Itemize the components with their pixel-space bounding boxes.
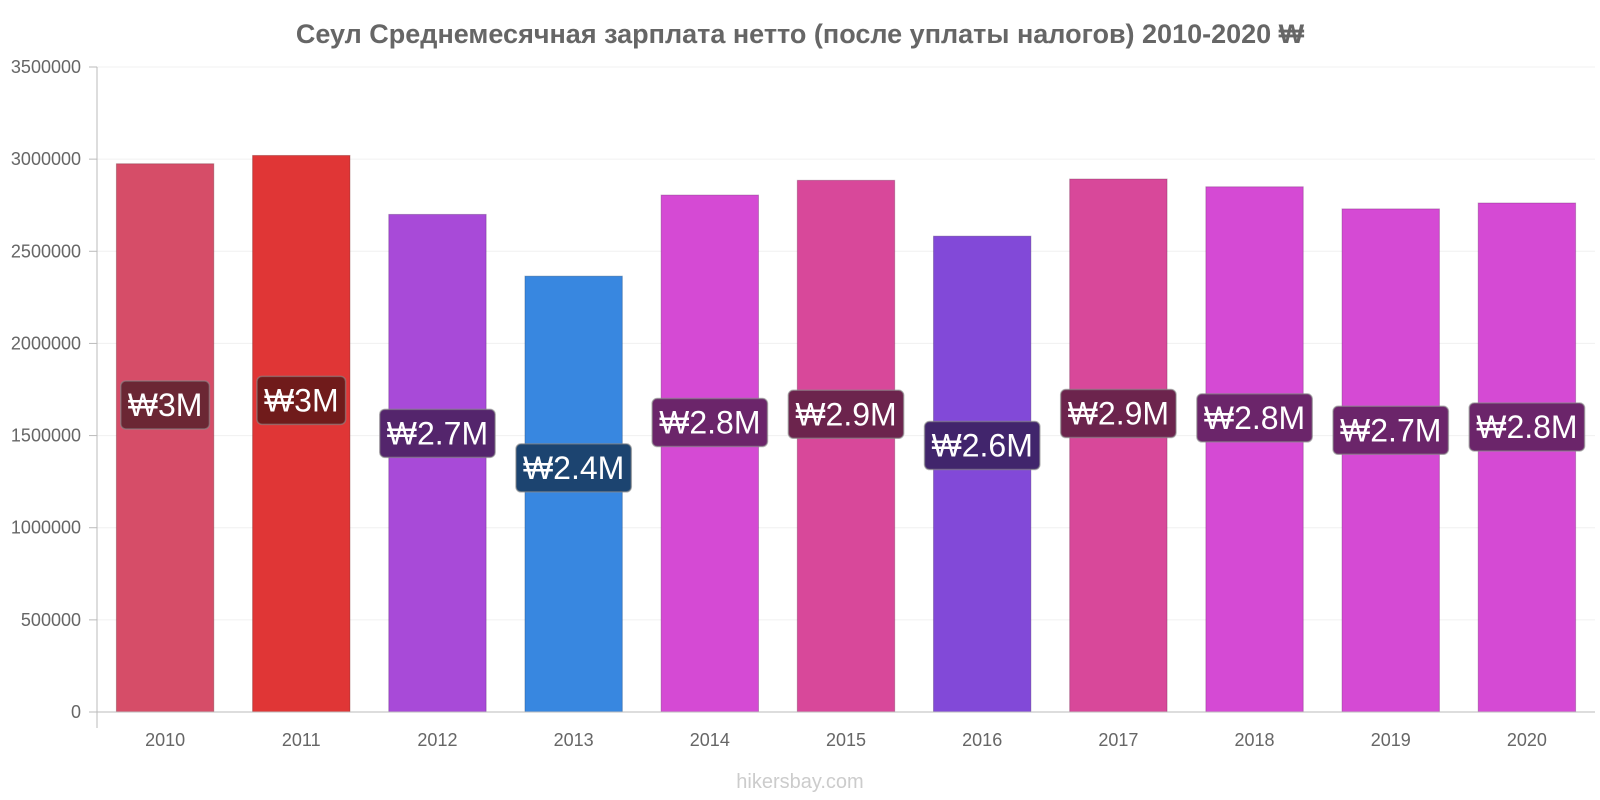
y-tick-label: 1000000 (11, 518, 81, 538)
y-tick-label: 500000 (21, 610, 81, 630)
y-tick-label: 1500000 (11, 426, 81, 446)
bars (115, 154, 1577, 713)
bar-2019 (1341, 208, 1440, 713)
y-tick-label: 2500000 (11, 241, 81, 261)
data-label-text: ₩2.8M (659, 405, 760, 441)
data-label-background (120, 380, 211, 430)
data-label-text: ₩2.6M (932, 428, 1033, 464)
data-label-text: ₩2.9M (1068, 396, 1169, 432)
y-tick-label: 3500000 (11, 57, 81, 77)
bar-2011 (252, 154, 351, 713)
data-label-2020: ₩2.8M (1468, 402, 1586, 452)
y-tick-label: 2000000 (11, 333, 81, 353)
data-label-background (1332, 405, 1450, 456)
data-label-2016: ₩2.6M (923, 420, 1041, 471)
x-tick-label: 2013 (554, 730, 594, 750)
bar-2017 (1069, 178, 1168, 713)
data-label-background (379, 408, 496, 459)
data-label-text: ₩2.7M (1340, 412, 1441, 448)
x-tick-label: 2017 (1098, 730, 1138, 750)
data-label-text: ₩2.4M (523, 450, 624, 486)
x-tick-label: 2020 (1507, 730, 1547, 750)
data-label-background (1196, 393, 1313, 443)
bar-2015 (796, 179, 896, 713)
data-label-2012: ₩2.7M (379, 408, 496, 459)
data-label-background (256, 375, 347, 426)
data-label-background (651, 397, 769, 448)
x-tick-label: 2012 (417, 730, 457, 750)
y-axis: 0 500000 1000000 1500000 2000000 2500000 30000… (11, 57, 98, 728)
x-tick-label: 2019 (1371, 730, 1411, 750)
data-label-background (787, 389, 905, 440)
bar-2016 (932, 235, 1032, 713)
data-label-2019: ₩2.7M (1332, 405, 1450, 456)
bar-2018 (1205, 186, 1304, 713)
x-tick-label: 2010 (145, 730, 185, 750)
data-labels: ₩3M ₩3M ₩2.7M ₩2.4M ₩2.8M ₩2.9M ₩2.6M ₩2.9M ₩2.8… (120, 375, 1586, 493)
bar-2014 (660, 194, 760, 713)
bar-2020 (1477, 202, 1577, 713)
x-axis: 2010 2011 2012 2013 2014 2015 2016 2017 2018 2019… (97, 711, 1595, 750)
x-tick-label: 2014 (690, 730, 730, 750)
data-label-text: ₩2.8M (1476, 409, 1577, 445)
data-label-2018: ₩2.8M (1196, 393, 1313, 443)
y-tick-label: 0 (71, 702, 81, 722)
x-tick-label: 2018 (1235, 730, 1275, 750)
credit-text: hikersbay.com (736, 771, 863, 793)
data-label-2017: ₩2.9M (1059, 388, 1177, 439)
data-label-background (515, 443, 633, 493)
data-label-text: ₩2.7M (387, 415, 488, 451)
data-label-2015: ₩2.9M (787, 389, 905, 440)
data-label-2010: ₩3M (120, 380, 211, 430)
data-label-text: ₩3M (264, 382, 339, 418)
bar-2012 (388, 213, 487, 713)
data-label-background (1059, 388, 1177, 439)
x-tick-label: 2016 (962, 730, 1002, 750)
data-label-text: ₩3M (128, 387, 203, 423)
data-label-background (1468, 402, 1586, 452)
chart-title: Сеул Среднемесячная зарплата нетто (посл… (296, 19, 1305, 49)
data-label-text: ₩2.8M (1204, 400, 1305, 436)
data-label-text: ₩2.9M (795, 396, 896, 432)
x-tick-label: 2011 (282, 730, 321, 750)
data-label-2013: ₩2.4M (515, 443, 633, 493)
bar-2010 (115, 163, 215, 713)
y-tick-label: 3000000 (11, 149, 81, 169)
bar-2013 (524, 275, 623, 713)
x-tick-label: 2015 (826, 730, 866, 750)
data-label-2011: ₩3M (256, 375, 347, 426)
data-label-background (923, 420, 1041, 471)
data-label-2014: ₩2.8M (651, 397, 769, 448)
